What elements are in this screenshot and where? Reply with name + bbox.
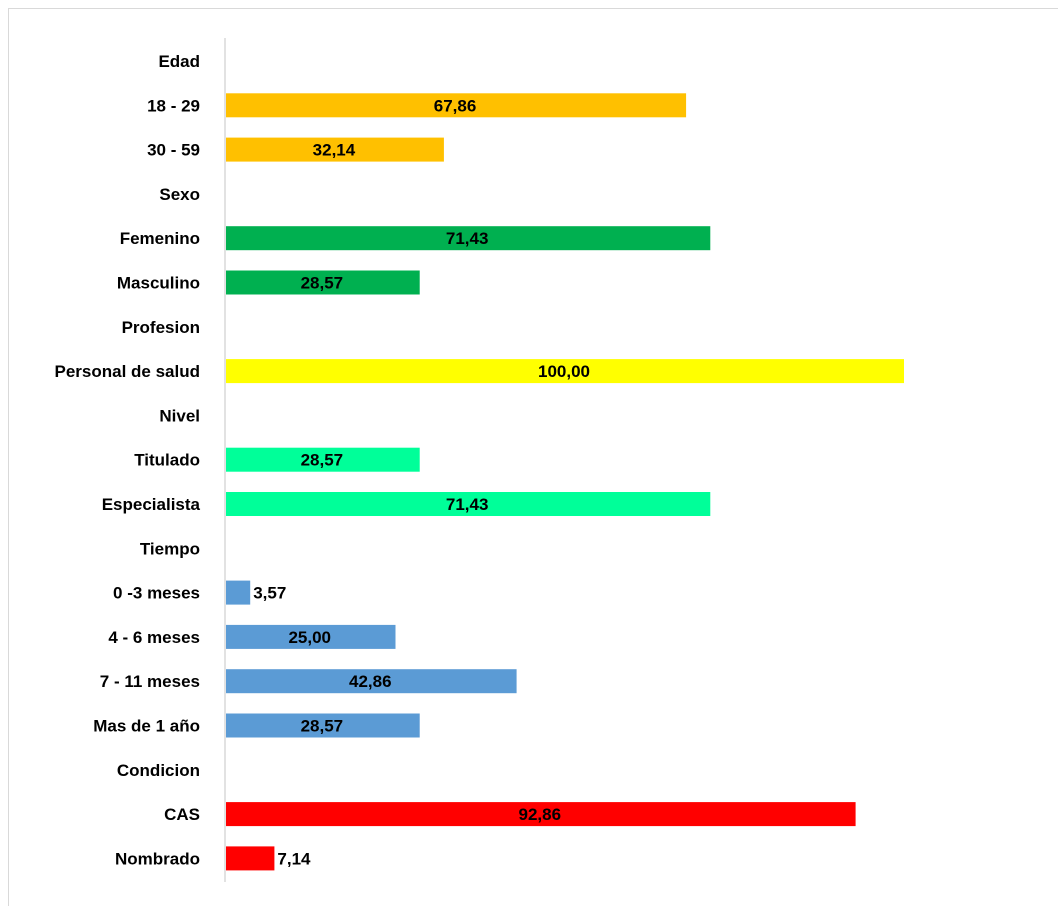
category-label: Edad <box>158 52 200 71</box>
bar <box>226 93 687 118</box>
data-label: 67,86 <box>434 96 477 115</box>
data-label: 42,86 <box>349 672 392 691</box>
category-label: Masculino <box>117 274 200 293</box>
category-label: 18 - 29 <box>147 96 200 115</box>
category-label: CAS <box>164 805 200 824</box>
category-label: Nombrado <box>115 849 200 868</box>
category-label: 7 - 11 meses <box>100 672 200 691</box>
bar <box>226 669 517 694</box>
bar <box>226 580 251 605</box>
category-label: 30 - 59 <box>147 141 200 160</box>
bar <box>226 359 904 384</box>
data-label: 100,00 <box>538 362 590 381</box>
bar <box>226 713 420 738</box>
data-label: 92,86 <box>519 805 562 824</box>
data-label: 71,43 <box>446 495 489 514</box>
data-label: 28,57 <box>301 717 344 736</box>
bar <box>226 270 420 295</box>
category-label: Tiempo <box>140 539 200 558</box>
category-label: Especialista <box>102 495 201 514</box>
bar <box>226 137 444 162</box>
bar <box>226 447 420 472</box>
data-label: 25,00 <box>288 628 331 647</box>
data-label: 28,57 <box>301 451 344 470</box>
category-label: Nivel <box>159 406 200 425</box>
data-label: 71,43 <box>446 229 489 248</box>
category-label: Profesion <box>122 318 200 337</box>
chart-frame <box>8 8 1058 906</box>
bar <box>226 802 856 827</box>
data-label: 3,57 <box>253 584 286 603</box>
category-label: Mas de 1 año <box>93 717 200 736</box>
category-label: 4 - 6 meses <box>108 628 200 647</box>
bar <box>226 624 396 649</box>
category-label: 0 -3 meses <box>113 584 200 603</box>
data-label: 32,14 <box>313 141 356 160</box>
bar <box>226 846 275 871</box>
bar <box>226 492 711 516</box>
category-label: Condicion <box>117 761 200 780</box>
data-label: 28,57 <box>301 274 344 293</box>
category-label: Sexo <box>159 185 200 204</box>
bar <box>226 226 711 251</box>
category-label: Personal de salud <box>55 362 201 381</box>
category-label: Titulado <box>134 451 200 470</box>
category-label: Femenino <box>120 229 200 248</box>
data-label: 7,14 <box>277 849 311 868</box>
